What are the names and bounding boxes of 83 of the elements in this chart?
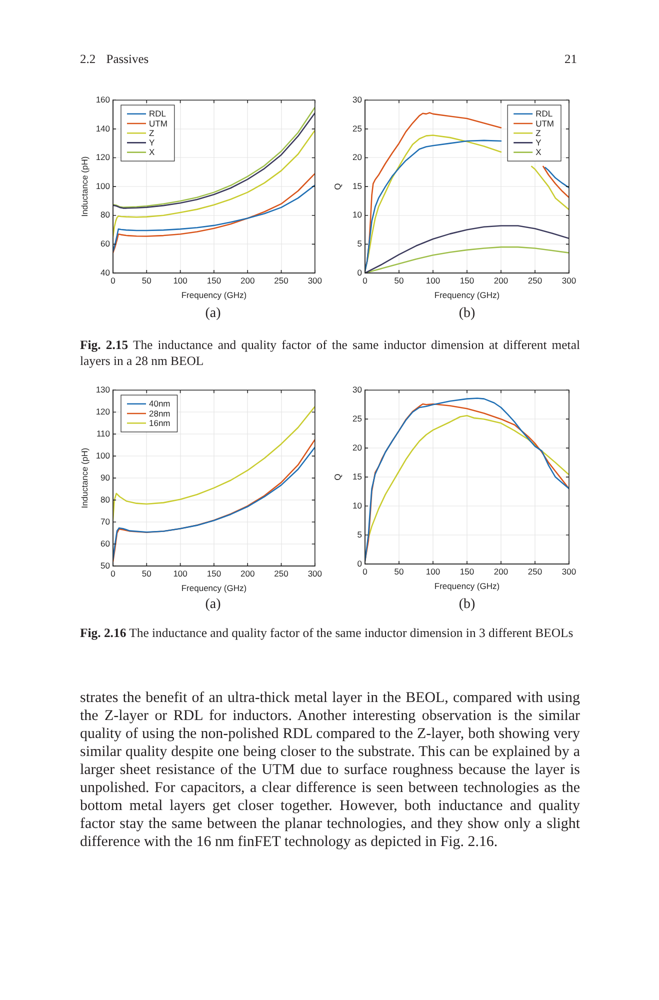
x-axis-title: Frequency (GHz) bbox=[181, 583, 247, 594]
x-tick-label: 250 bbox=[528, 275, 542, 286]
legend-label: Z bbox=[149, 128, 154, 138]
y-tick-label: 5 bbox=[357, 529, 362, 540]
x-tick-label: 200 bbox=[494, 566, 508, 576]
legend-label: Y bbox=[536, 138, 542, 148]
x-axis-title: Frequency (GHz) bbox=[434, 290, 500, 300]
legend-label: 16nm bbox=[149, 418, 170, 428]
y-tick-label: 80 bbox=[100, 494, 110, 504]
y-axis-title: Inductance (pH) bbox=[79, 156, 90, 217]
y-axis-title: Q bbox=[332, 473, 342, 480]
x-tick-label: 150 bbox=[460, 275, 474, 286]
y-tick-label: 15 bbox=[352, 471, 362, 482]
text: strates the benefit of an ultra-thick metal layer in the BEOL, compared with using the Z-layer or RDL for inductors. Another interesting observation is the similar quality of using the non-polished RDL compared to the Z-layer, both showing very similar quality despite one being closer to the substrate. This can be explained by a larger sheet resistance of the UTM due to surface roughness because the layer is unpolished. For capacitors, a clear difference is seen between technologies as the bottom metal layers get closer together. However, both inductance and quality factor stay the same between the planar technologies, and they show only a slight difference with the 16 nm finFET technology as depicted in Fig. 2.16. bbox=[80, 690, 580, 850]
x-tick-label: 250 bbox=[274, 275, 289, 286]
y-tick-label: 120 bbox=[96, 406, 110, 416]
x-tick-label: 200 bbox=[240, 275, 255, 286]
y-tick-label: 10 bbox=[352, 210, 362, 220]
x-tick-label: 50 bbox=[142, 275, 152, 286]
y-tick-label: 90 bbox=[100, 472, 110, 482]
legend-label: RDL bbox=[149, 108, 166, 119]
text: (a) bbox=[204, 306, 222, 322]
legend-label: RDL bbox=[536, 108, 553, 119]
y-tick-label: 60 bbox=[100, 538, 110, 548]
x-tick-label: 100 bbox=[173, 275, 188, 286]
legend-label: UTM bbox=[149, 118, 168, 128]
text: (b) bbox=[458, 597, 476, 613]
x-tick-label: 150 bbox=[206, 275, 222, 286]
y-tick-label: 10 bbox=[352, 500, 362, 510]
x-tick-label: 250 bbox=[528, 566, 542, 576]
x-tick-label: 300 bbox=[562, 566, 576, 576]
y-tick-label: 120 bbox=[96, 152, 110, 162]
x-axis-title: Frequency (GHz) bbox=[434, 581, 500, 592]
x-tick-label: 300 bbox=[308, 275, 322, 286]
y-tick-label: 110 bbox=[96, 428, 110, 438]
y-tick-label: 0 bbox=[357, 558, 362, 568]
y-axis-title: Q bbox=[332, 182, 342, 190]
x-tick-label: 150 bbox=[206, 568, 222, 578]
legend-label: Y bbox=[149, 138, 155, 148]
x-tick-label: 200 bbox=[240, 568, 255, 578]
y-tick-label: 5 bbox=[357, 238, 362, 249]
text: (a) bbox=[204, 597, 222, 613]
legend-label: X bbox=[149, 147, 155, 158]
x-axis-title: Frequency (GHz) bbox=[181, 290, 247, 300]
y-tick-label: 140 bbox=[96, 123, 110, 134]
x-tick-label: 100 bbox=[173, 568, 188, 578]
y-tick-label: 25 bbox=[352, 413, 362, 424]
y-tick-label: 100 bbox=[96, 180, 110, 191]
y-tick-label: 130 bbox=[96, 384, 110, 394]
legend-label: UTM bbox=[536, 118, 554, 128]
y-tick-label: 70 bbox=[100, 516, 110, 526]
y-tick-label: 25 bbox=[352, 123, 362, 134]
y-tick-label: 30 bbox=[352, 94, 362, 104]
y-tick-label: 0 bbox=[357, 267, 362, 278]
legend-label: Z bbox=[536, 128, 541, 138]
legend-label: X bbox=[536, 147, 542, 158]
y-tick-label: 30 bbox=[352, 384, 362, 394]
x-tick-label: 50 bbox=[394, 566, 404, 576]
x-tick-label: 250 bbox=[274, 568, 289, 578]
x-tick-label: 50 bbox=[142, 568, 152, 578]
legend-label: 40nm bbox=[149, 398, 170, 409]
x-tick-label: 150 bbox=[460, 566, 474, 576]
y-tick-label: 20 bbox=[352, 442, 362, 452]
text: (b) bbox=[458, 306, 476, 322]
y-tick-label: 15 bbox=[352, 180, 362, 191]
y-tick-label: 20 bbox=[352, 152, 362, 162]
caption: Fig. 2.15 The inductance and quality factor of the same inductor dimension at different metal layers in a 28 nm BEOL bbox=[80, 338, 580, 370]
y-tick-label: 60 bbox=[100, 238, 110, 249]
legend-label: 28nm bbox=[149, 408, 170, 418]
y-axis-title: Inductance (pH) bbox=[79, 448, 90, 508]
text: 2.2 Passives bbox=[80, 52, 149, 67]
y-tick-label: 80 bbox=[100, 210, 110, 220]
y-tick-label: 160 bbox=[96, 94, 110, 104]
x-tick-label: 200 bbox=[494, 275, 508, 286]
caption: Fig. 2.16 The inductance and quality factor of the same inductor dimension in 3 different BEOLs bbox=[80, 626, 574, 642]
y-tick-label: 40 bbox=[100, 267, 110, 278]
y-tick-label: 100 bbox=[96, 450, 110, 460]
text: 21 bbox=[564, 52, 577, 67]
x-tick-label: 300 bbox=[562, 275, 576, 286]
x-tick-label: 300 bbox=[308, 568, 322, 578]
x-tick-label: 50 bbox=[394, 275, 404, 286]
x-tick-label: 100 bbox=[426, 566, 440, 576]
x-tick-label: 100 bbox=[426, 275, 440, 286]
